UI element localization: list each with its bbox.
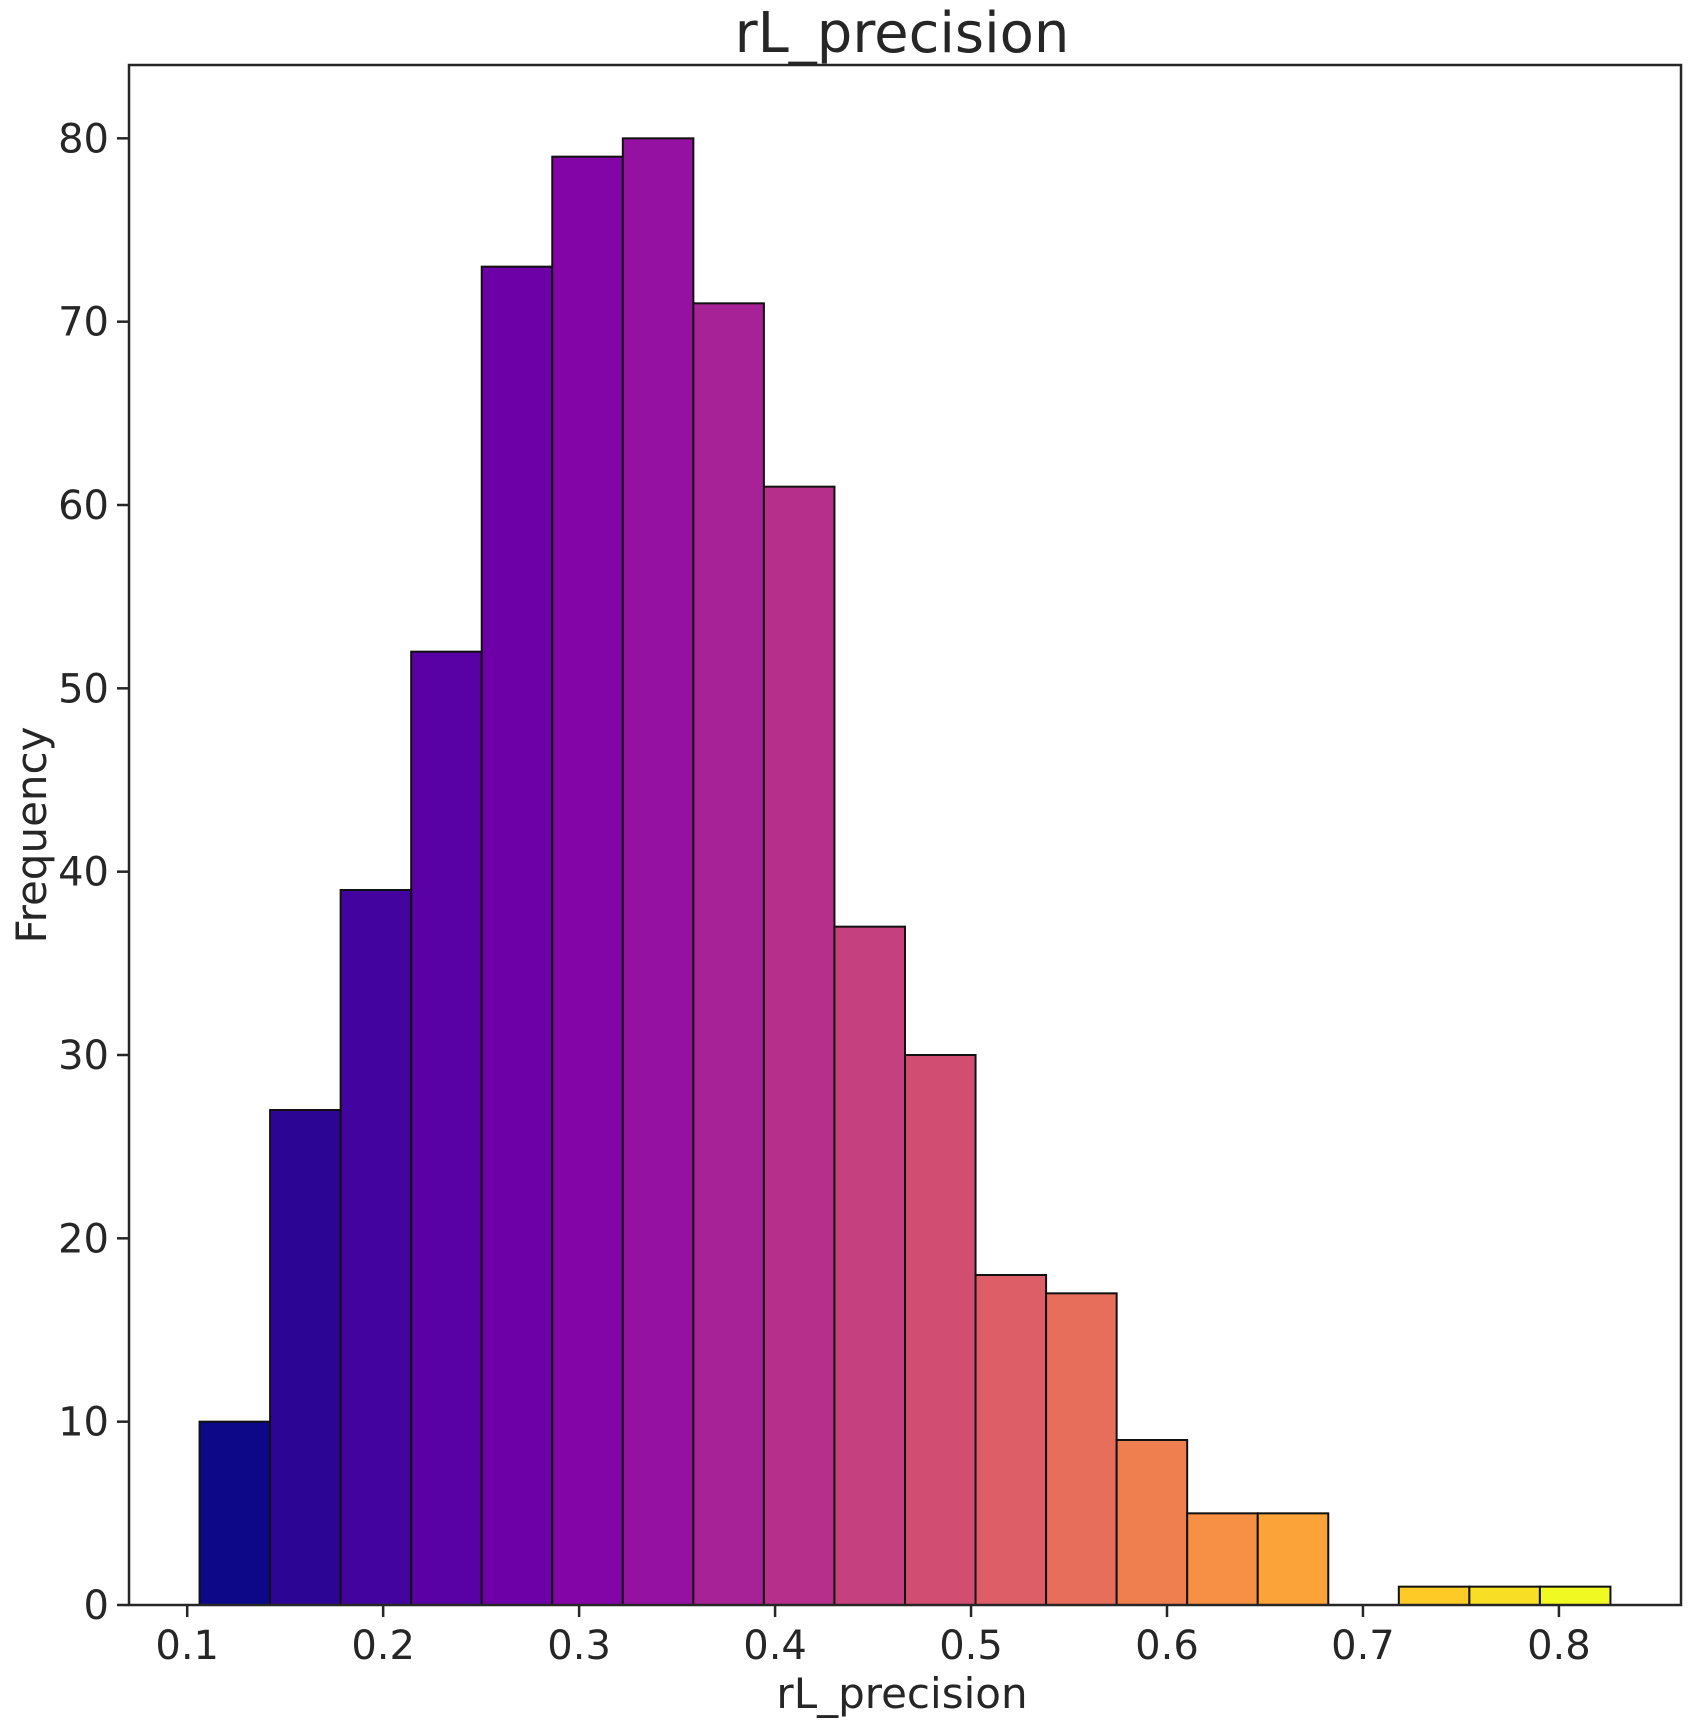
y-axis-label: Frequency (7, 727, 56, 944)
x-axis: 0.1 0.2 0.3 0.4 0.5 0.6 0.7 0.8 (155, 1605, 1591, 1669)
y-tick-label: 10 (58, 1400, 109, 1446)
x-axis-label: rL_precision (776, 1669, 1027, 1718)
x-tick-label: 0.8 (1527, 1623, 1591, 1669)
histogram-bar (269, 1109, 342, 1606)
chart-title: rL_precision (735, 1, 1070, 66)
histogram-bar (339, 889, 413, 1606)
histogram-bar (1538, 1585, 1612, 1606)
histogram-bar (621, 137, 695, 1606)
histogram-bar (198, 1420, 272, 1606)
bars-group (198, 137, 1612, 1607)
y-tick-label: 0 (84, 1583, 109, 1629)
y-tick-label: 60 (58, 483, 109, 529)
histogram-bar (551, 155, 624, 1607)
x-tick-label: 0.1 (155, 1623, 219, 1669)
histogram-bar (833, 925, 906, 1606)
x-tick-label: 0.3 (547, 1623, 611, 1669)
y-tick-label: 30 (58, 1033, 109, 1079)
histogram-bar (1256, 1512, 1330, 1607)
x-tick-label: 0.6 (1135, 1623, 1199, 1669)
x-tick-label: 0.7 (1331, 1623, 1395, 1669)
histogram-bar (480, 265, 554, 1607)
y-tick-label: 20 (58, 1216, 109, 1262)
y-tick-label: 70 (58, 300, 109, 346)
histogram-bar (1186, 1512, 1259, 1607)
histogram-bar (1468, 1585, 1541, 1606)
plot-frame (127, 63, 1683, 1607)
y-tick-label: 40 (58, 850, 109, 896)
histogram-bar (904, 1054, 977, 1606)
histogram-bar (692, 302, 765, 1606)
x-tick-label: 0.4 (743, 1623, 807, 1669)
histogram-bar (974, 1274, 1048, 1606)
x-tick-label: 0.2 (351, 1623, 415, 1669)
y-tick-label: 50 (58, 666, 109, 712)
histogram-bar (410, 650, 483, 1606)
histogram-bar (1045, 1292, 1118, 1607)
x-tick-label: 0.5 (939, 1623, 1003, 1669)
histogram-bar (1115, 1439, 1189, 1606)
histogram-bar (762, 485, 836, 1607)
y-tick-label: 80 (58, 116, 109, 162)
histogram-bar (1397, 1585, 1471, 1606)
y-axis: 0 10 20 30 40 50 60 70 80 (58, 116, 129, 1629)
